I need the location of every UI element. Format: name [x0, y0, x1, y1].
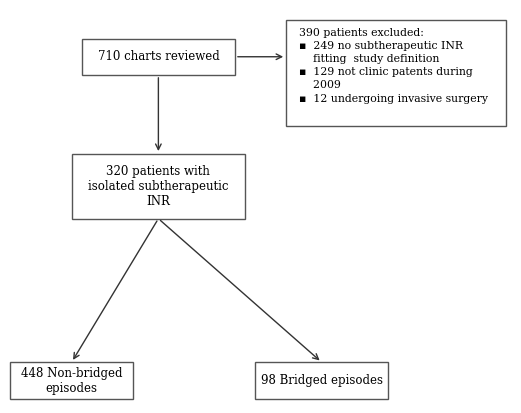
FancyBboxPatch shape: [255, 362, 388, 399]
FancyBboxPatch shape: [286, 20, 505, 126]
Text: 98 Bridged episodes: 98 Bridged episodes: [261, 374, 383, 387]
Text: 448 Non-bridged
episodes: 448 Non-bridged episodes: [21, 367, 122, 394]
Text: 390 patients excluded:
▪  249 no subtherapeutic INR
    fitting  study definitio: 390 patients excluded: ▪ 249 no subthera…: [299, 28, 488, 104]
FancyBboxPatch shape: [10, 362, 133, 399]
Text: 320 patients with
isolated subtherapeutic
INR: 320 patients with isolated subtherapeuti…: [88, 165, 229, 208]
FancyBboxPatch shape: [71, 154, 245, 218]
FancyBboxPatch shape: [82, 38, 235, 75]
Text: 710 charts reviewed: 710 charts reviewed: [97, 50, 219, 63]
